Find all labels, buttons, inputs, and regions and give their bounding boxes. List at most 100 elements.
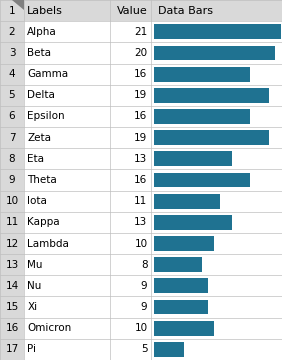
- Bar: [0, 106, 24, 127]
- Bar: [0, 170, 24, 190]
- Text: 6: 6: [9, 112, 15, 121]
- Text: 1: 1: [9, 6, 15, 15]
- Text: 13: 13: [134, 154, 147, 164]
- Bar: [0, 297, 24, 318]
- Text: 8: 8: [9, 154, 15, 164]
- Bar: [0, 0, 282, 21]
- Text: 7: 7: [9, 132, 15, 143]
- Text: 5: 5: [9, 90, 15, 100]
- Bar: [0, 339, 282, 360]
- Text: 8: 8: [141, 260, 147, 270]
- Text: 5: 5: [141, 345, 147, 354]
- Text: 13: 13: [5, 260, 19, 270]
- Text: Eta: Eta: [27, 154, 44, 164]
- Bar: [154, 321, 214, 336]
- Text: 9: 9: [141, 281, 147, 291]
- Bar: [0, 148, 282, 170]
- Text: 16: 16: [134, 175, 147, 185]
- Bar: [154, 172, 250, 188]
- Text: 10: 10: [5, 196, 19, 206]
- Text: Epsilon: Epsilon: [27, 112, 65, 121]
- Text: 9: 9: [141, 302, 147, 312]
- Bar: [0, 85, 282, 106]
- Bar: [0, 170, 282, 190]
- Text: 16: 16: [134, 112, 147, 121]
- Text: Pi: Pi: [27, 345, 36, 354]
- Bar: [154, 45, 275, 60]
- Text: Iota: Iota: [27, 196, 47, 206]
- Bar: [0, 21, 282, 42]
- Text: 13: 13: [134, 217, 147, 228]
- Bar: [154, 88, 268, 103]
- Bar: [0, 212, 24, 233]
- Polygon shape: [12, 0, 24, 9]
- Bar: [0, 190, 24, 212]
- Bar: [0, 42, 24, 63]
- Bar: [0, 212, 282, 233]
- Bar: [0, 254, 282, 275]
- Bar: [0, 233, 24, 254]
- Bar: [0, 63, 282, 85]
- Text: 2: 2: [9, 27, 15, 37]
- Bar: [0, 275, 24, 297]
- Bar: [154, 152, 232, 166]
- Text: Delta: Delta: [27, 90, 55, 100]
- Text: 10: 10: [134, 239, 147, 248]
- Text: 19: 19: [134, 90, 147, 100]
- Text: 10: 10: [134, 323, 147, 333]
- Bar: [0, 63, 24, 85]
- Bar: [154, 257, 202, 272]
- Bar: [154, 24, 281, 39]
- Bar: [0, 85, 24, 106]
- Bar: [0, 106, 282, 127]
- Text: Nu: Nu: [27, 281, 42, 291]
- Text: Value: Value: [117, 6, 147, 15]
- Text: Xi: Xi: [27, 302, 38, 312]
- Text: 14: 14: [5, 281, 19, 291]
- Bar: [0, 275, 282, 297]
- Bar: [0, 0, 24, 21]
- Bar: [0, 21, 24, 42]
- Bar: [0, 318, 282, 339]
- Text: Gamma: Gamma: [27, 69, 69, 79]
- Bar: [154, 342, 184, 357]
- Bar: [0, 233, 282, 254]
- Text: 9: 9: [9, 175, 15, 185]
- Text: 4: 4: [9, 69, 15, 79]
- Text: Data Bars: Data Bars: [158, 6, 213, 15]
- Text: 19: 19: [134, 132, 147, 143]
- Text: Kappa: Kappa: [27, 217, 60, 228]
- Text: 3: 3: [9, 48, 15, 58]
- Text: 17: 17: [5, 345, 19, 354]
- Text: Theta: Theta: [27, 175, 57, 185]
- Text: Zeta: Zeta: [27, 132, 51, 143]
- Bar: [154, 279, 208, 293]
- Bar: [0, 127, 282, 148]
- Text: 11: 11: [5, 217, 19, 228]
- Bar: [154, 194, 220, 208]
- Text: Mu: Mu: [27, 260, 43, 270]
- Bar: [154, 67, 250, 81]
- Bar: [0, 190, 282, 212]
- Text: 16: 16: [5, 323, 19, 333]
- Bar: [0, 254, 24, 275]
- Text: 11: 11: [134, 196, 147, 206]
- Text: Alpha: Alpha: [27, 27, 57, 37]
- Text: 20: 20: [134, 48, 147, 58]
- Text: Beta: Beta: [27, 48, 51, 58]
- Bar: [0, 127, 24, 148]
- Bar: [0, 339, 24, 360]
- Text: 12: 12: [5, 239, 19, 248]
- Text: 15: 15: [5, 302, 19, 312]
- Bar: [0, 318, 24, 339]
- Text: 16: 16: [134, 69, 147, 79]
- Text: Labels: Labels: [27, 6, 63, 15]
- Bar: [0, 42, 282, 63]
- Bar: [0, 297, 282, 318]
- Text: Omicron: Omicron: [27, 323, 72, 333]
- Bar: [154, 109, 250, 124]
- Bar: [154, 130, 268, 145]
- Bar: [154, 215, 232, 230]
- Bar: [0, 148, 24, 170]
- Text: Lambda: Lambda: [27, 239, 69, 248]
